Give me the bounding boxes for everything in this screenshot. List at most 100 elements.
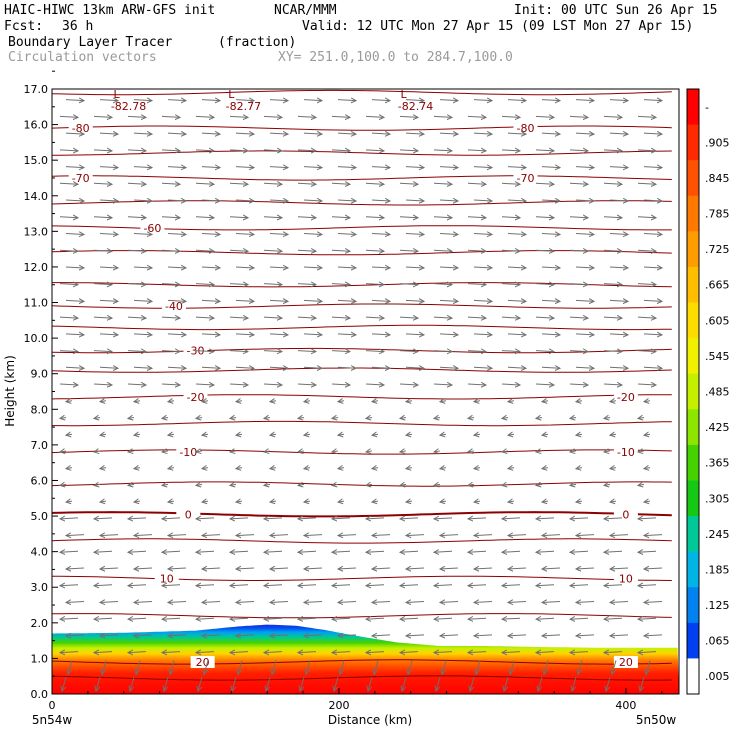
- vector-arrow: [643, 367, 662, 368]
- contour-label: 10: [160, 572, 174, 585]
- vector-arrow: [542, 401, 549, 402]
- vector-arrow: [202, 635, 221, 636]
- vector-arrow: [371, 167, 390, 168]
- vector-arrow: [297, 284, 316, 285]
- vector-arrow: [609, 367, 628, 368]
- vector-arrow: [467, 217, 486, 218]
- colorbar-frame: [686, 88, 700, 695]
- contour-line: [52, 303, 672, 309]
- vector-arrow: [399, 351, 418, 352]
- vector-arrow: [542, 535, 561, 536]
- vector-arrow: [269, 100, 288, 101]
- vector-arrow: [195, 150, 214, 151]
- colorbar-label: .305: [705, 492, 730, 505]
- vector-arrow: [93, 217, 112, 218]
- vector-arrow: [569, 183, 588, 184]
- vector-arrow: [535, 150, 554, 151]
- vector-arrow: [127, 351, 146, 352]
- vector-arrow: [507, 367, 526, 368]
- contour-line: [52, 367, 672, 373]
- vector-arrow: [66, 601, 85, 602]
- vector-arrow: [232, 676, 237, 691]
- contour-line: [52, 200, 672, 206]
- vector-arrow: [609, 100, 628, 101]
- vector-arrow: [134, 501, 141, 502]
- contour-line: [52, 347, 672, 354]
- vector-arrow: [405, 267, 424, 268]
- vector-arrow: [507, 200, 526, 201]
- vector-arrow: [338, 568, 357, 569]
- vector-arrow: [94, 417, 101, 418]
- vector-arrow: [603, 351, 622, 352]
- vector-arrow: [99, 167, 118, 168]
- vector-arrow: [133, 300, 152, 301]
- colorbar-label: .605: [705, 314, 730, 327]
- vector-arrow: [65, 100, 84, 101]
- vector-arrow: [644, 535, 663, 536]
- vector-arrow: [303, 334, 322, 335]
- vector-arrow: [372, 601, 391, 602]
- vector-arrow: [502, 551, 521, 552]
- vector-arrow: [609, 200, 628, 201]
- vector-arrow: [196, 484, 203, 485]
- vector-arrow: [304, 501, 311, 502]
- y-tick-label: 1.0: [31, 652, 49, 665]
- vector-arrow: [60, 585, 79, 586]
- vector-arrow: [570, 484, 577, 485]
- vector-arrow: [436, 676, 441, 691]
- vector-arrow: [162, 518, 181, 519]
- vector-arrow: [196, 417, 203, 418]
- vector-arrow: [338, 401, 345, 402]
- vector-arrow: [270, 535, 289, 536]
- vector-arrow: [576, 601, 595, 602]
- contour-line: [52, 420, 672, 427]
- vector-arrow: [637, 317, 656, 318]
- vector-arrow: [372, 434, 379, 435]
- vector-arrow: [535, 183, 554, 184]
- vector-arrow: [93, 116, 112, 117]
- vector-arrow: [610, 635, 629, 636]
- vector-arrow: [270, 468, 277, 469]
- contour-line: [52, 282, 672, 288]
- vector-arrow: [609, 133, 628, 134]
- vector-arrow: [371, 233, 390, 234]
- vector-arrow: [133, 334, 152, 335]
- plot-frame: [51, 88, 680, 695]
- vector-arrow: [263, 317, 282, 318]
- vector-arrow: [440, 535, 459, 536]
- colorbar-swatch: [687, 516, 699, 553]
- vector-arrow: [644, 434, 651, 435]
- vector-arrow: [637, 116, 656, 117]
- circulation-vectors: [60, 100, 662, 691]
- vector-arrow: [508, 434, 515, 435]
- vector-arrow: [167, 233, 186, 234]
- vector-arrow: [269, 233, 288, 234]
- vector-arrow: [298, 518, 317, 519]
- vector-arrow: [332, 518, 351, 519]
- vector-arrow: [297, 384, 316, 385]
- vector-arrow: [68, 660, 73, 674]
- vector-arrow: [575, 100, 594, 101]
- vector-arrow: [168, 601, 187, 602]
- vector-arrow: [235, 133, 254, 134]
- vector-arrow: [439, 334, 458, 335]
- vector-arrow: [59, 116, 78, 117]
- vector-arrow: [439, 367, 458, 368]
- vector-arrow: [474, 601, 493, 602]
- vector-arrow: [473, 233, 492, 234]
- vector-arrow: [167, 200, 186, 201]
- vector-arrow: [501, 183, 520, 184]
- vector-arrow: [371, 200, 390, 201]
- vector-arrow: [236, 434, 243, 435]
- y-tick-label: 0.0: [31, 688, 49, 701]
- vector-arrow: [167, 267, 186, 268]
- vector-arrow: [128, 585, 147, 586]
- vector-arrow: [303, 167, 322, 168]
- vector-arrow: [604, 518, 623, 519]
- vector-arrow: [536, 652, 555, 653]
- colorbar-swatch: [687, 266, 699, 304]
- vector-arrow: [298, 417, 305, 418]
- y-tick-label: 12.0: [24, 261, 49, 274]
- vector-arrow: [366, 652, 385, 653]
- vector-arrow: [196, 551, 215, 552]
